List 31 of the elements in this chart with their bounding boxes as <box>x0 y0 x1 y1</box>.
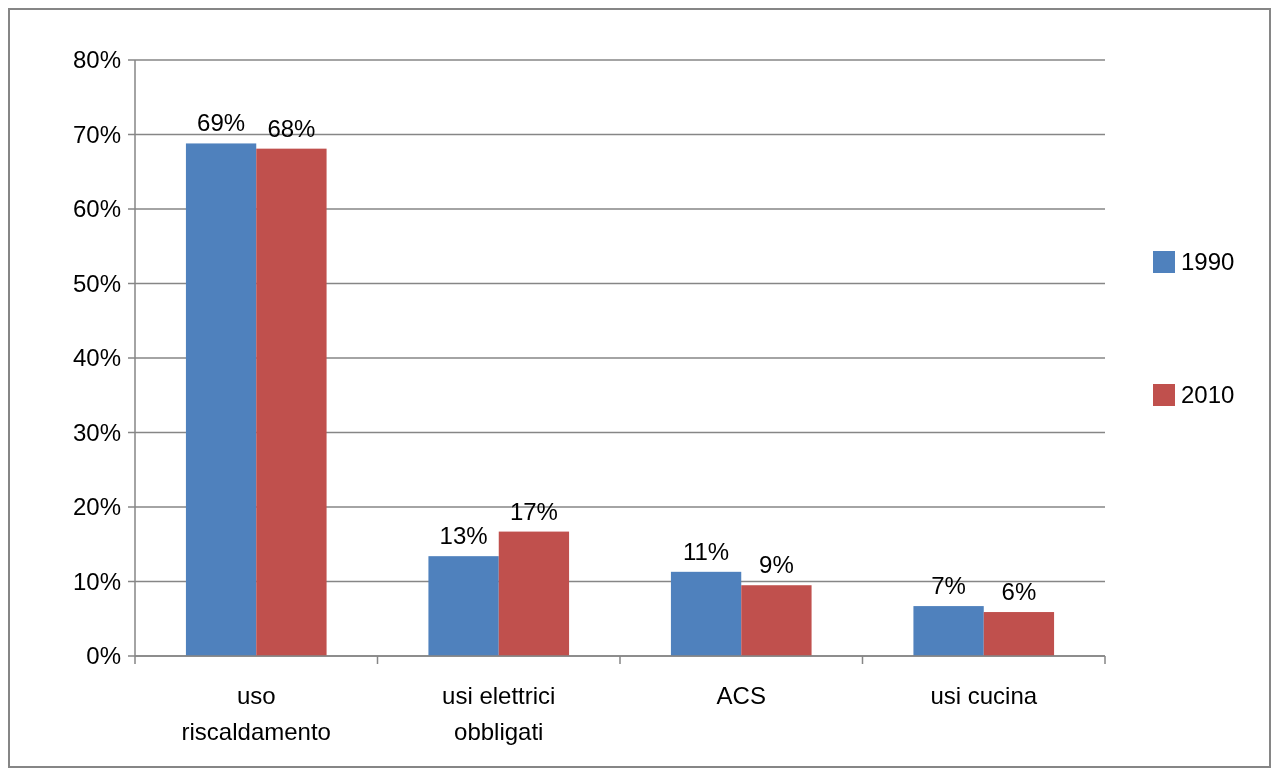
data-label: 6% <box>1001 578 1037 606</box>
data-label: 17% <box>509 497 558 525</box>
bar <box>498 531 570 656</box>
y-tick-label: 70% <box>72 120 121 148</box>
y-tick-label: 0% <box>86 642 121 670</box>
y-tick-label: 30% <box>72 418 121 446</box>
y-tick-label: 40% <box>72 344 121 372</box>
x-tick-label: uso riscaldamento <box>181 682 331 745</box>
y-tick-label: 80% <box>72 46 121 74</box>
x-tick-label: ACS <box>716 682 766 709</box>
bar <box>256 148 327 656</box>
bar <box>913 606 984 656</box>
data-label: 69% <box>197 109 246 137</box>
data-label: 11% <box>682 537 730 565</box>
y-tick-label: 20% <box>72 493 121 521</box>
bar <box>983 612 1055 656</box>
legend-label: 1990 <box>1181 248 1235 276</box>
y-tick-label: 10% <box>72 567 121 595</box>
data-label: 13% <box>439 522 488 550</box>
data-label: 7% <box>931 572 966 600</box>
y-tick-label: 50% <box>72 269 121 297</box>
x-tick-label: usi elettrici obbligati <box>442 682 556 745</box>
y-tick-label: 60% <box>72 195 121 223</box>
data-label: 9% <box>759 551 794 579</box>
bar <box>428 556 499 656</box>
data-label: 68% <box>267 114 316 142</box>
legend-label: 2010 <box>1181 381 1235 409</box>
bar <box>670 571 742 656</box>
bar <box>185 143 257 656</box>
bar <box>741 585 812 656</box>
x-tick-label: usi cucina <box>930 682 1038 709</box>
